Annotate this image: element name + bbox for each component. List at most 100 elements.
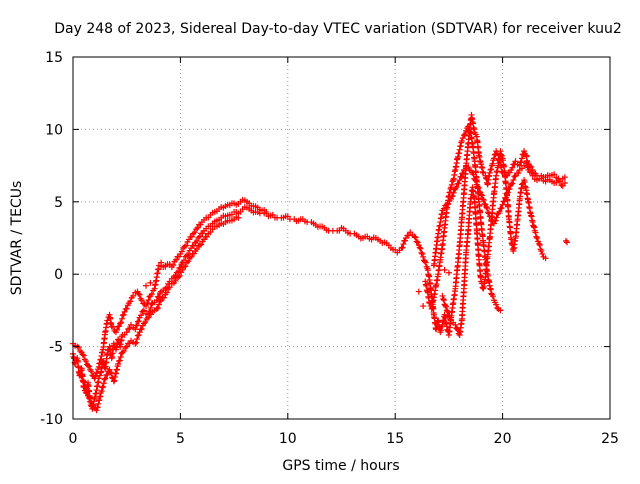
axis-ticks bbox=[72, 56, 611, 420]
data-point bbox=[142, 319, 149, 326]
data-point bbox=[183, 252, 190, 259]
data-point bbox=[528, 163, 535, 170]
data-point bbox=[102, 375, 109, 382]
data-point bbox=[499, 201, 506, 208]
data-point bbox=[473, 181, 480, 188]
data-point bbox=[195, 242, 202, 249]
data-point bbox=[472, 177, 479, 184]
data-point bbox=[178, 248, 185, 255]
data-point bbox=[419, 250, 426, 257]
data-point bbox=[561, 174, 568, 181]
data-point bbox=[460, 170, 467, 177]
data-point bbox=[138, 325, 145, 332]
data-point bbox=[140, 307, 147, 314]
data-point bbox=[440, 297, 447, 304]
data-point bbox=[438, 327, 445, 334]
data-point bbox=[82, 383, 89, 390]
data-point bbox=[85, 362, 92, 369]
data-point bbox=[196, 233, 203, 240]
data-point bbox=[75, 344, 82, 351]
data-point bbox=[533, 235, 540, 241]
data-point bbox=[235, 214, 242, 221]
data-point bbox=[456, 177, 463, 184]
data-point bbox=[450, 189, 457, 196]
data-point bbox=[89, 401, 96, 408]
data-point bbox=[486, 213, 493, 220]
data-point bbox=[127, 298, 134, 305]
data-point bbox=[442, 302, 449, 309]
data-point bbox=[196, 242, 203, 249]
data-point bbox=[118, 315, 125, 322]
data-point bbox=[503, 194, 510, 201]
data-point bbox=[412, 234, 419, 241]
data-point bbox=[489, 160, 496, 167]
data-point bbox=[132, 340, 139, 347]
data-point bbox=[110, 324, 117, 331]
data-point bbox=[420, 253, 427, 260]
data-point bbox=[176, 272, 183, 279]
data-point bbox=[447, 316, 454, 323]
data-point bbox=[529, 166, 536, 173]
data-point bbox=[162, 262, 169, 269]
data-point bbox=[120, 311, 127, 318]
data-point bbox=[498, 151, 505, 158]
data-point bbox=[398, 245, 405, 252]
data-point bbox=[117, 320, 124, 327]
data-point bbox=[441, 266, 448, 273]
grid-lines bbox=[73, 57, 610, 419]
data-point bbox=[78, 373, 85, 380]
data-point bbox=[472, 176, 479, 183]
data-point bbox=[134, 336, 141, 343]
data-point bbox=[118, 319, 125, 326]
data-point bbox=[116, 323, 123, 330]
data-point bbox=[99, 384, 106, 391]
data-point bbox=[517, 159, 524, 166]
data-point bbox=[79, 351, 86, 358]
data-point bbox=[104, 371, 111, 378]
data-point bbox=[496, 208, 503, 215]
data-point bbox=[440, 205, 447, 212]
data-point bbox=[512, 158, 519, 165]
data-point bbox=[491, 155, 498, 162]
data-point bbox=[452, 321, 459, 328]
data-point bbox=[86, 363, 93, 370]
data-point bbox=[80, 378, 87, 385]
data-point bbox=[536, 242, 543, 249]
chart-title: Day 248 of 2023, Sidereal Day-to-day VTE… bbox=[54, 21, 622, 37]
data-point bbox=[130, 292, 137, 299]
data-point bbox=[478, 191, 485, 198]
data-point bbox=[422, 259, 429, 266]
data-point bbox=[480, 197, 487, 204]
data-point bbox=[532, 229, 539, 236]
data-point bbox=[192, 239, 199, 246]
data-point bbox=[135, 290, 142, 297]
data-point bbox=[562, 237, 569, 244]
data-point bbox=[122, 344, 129, 351]
data-point bbox=[126, 325, 133, 332]
x-tick-label: 25 bbox=[601, 431, 619, 447]
data-point bbox=[115, 360, 122, 367]
data-point bbox=[465, 123, 472, 130]
data-point bbox=[147, 279, 154, 286]
data-point bbox=[542, 255, 549, 262]
x-tick-label: 0 bbox=[69, 431, 78, 447]
data-point bbox=[198, 241, 205, 248]
data-point bbox=[508, 181, 515, 188]
data-point bbox=[475, 184, 482, 191]
y-tick-label: -10 bbox=[40, 412, 63, 428]
data-point bbox=[538, 248, 545, 255]
data-point bbox=[497, 148, 504, 155]
data-point bbox=[399, 244, 406, 251]
data-point bbox=[455, 180, 462, 187]
data-point bbox=[83, 389, 90, 396]
data-point bbox=[439, 292, 446, 299]
data-point bbox=[474, 184, 481, 191]
data-point bbox=[421, 258, 428, 265]
data-point bbox=[488, 166, 495, 173]
data-point bbox=[510, 177, 517, 184]
data-point bbox=[143, 315, 150, 322]
data-point bbox=[163, 289, 170, 296]
data-point bbox=[506, 186, 513, 193]
data-point bbox=[470, 171, 477, 178]
data-points bbox=[70, 111, 571, 414]
